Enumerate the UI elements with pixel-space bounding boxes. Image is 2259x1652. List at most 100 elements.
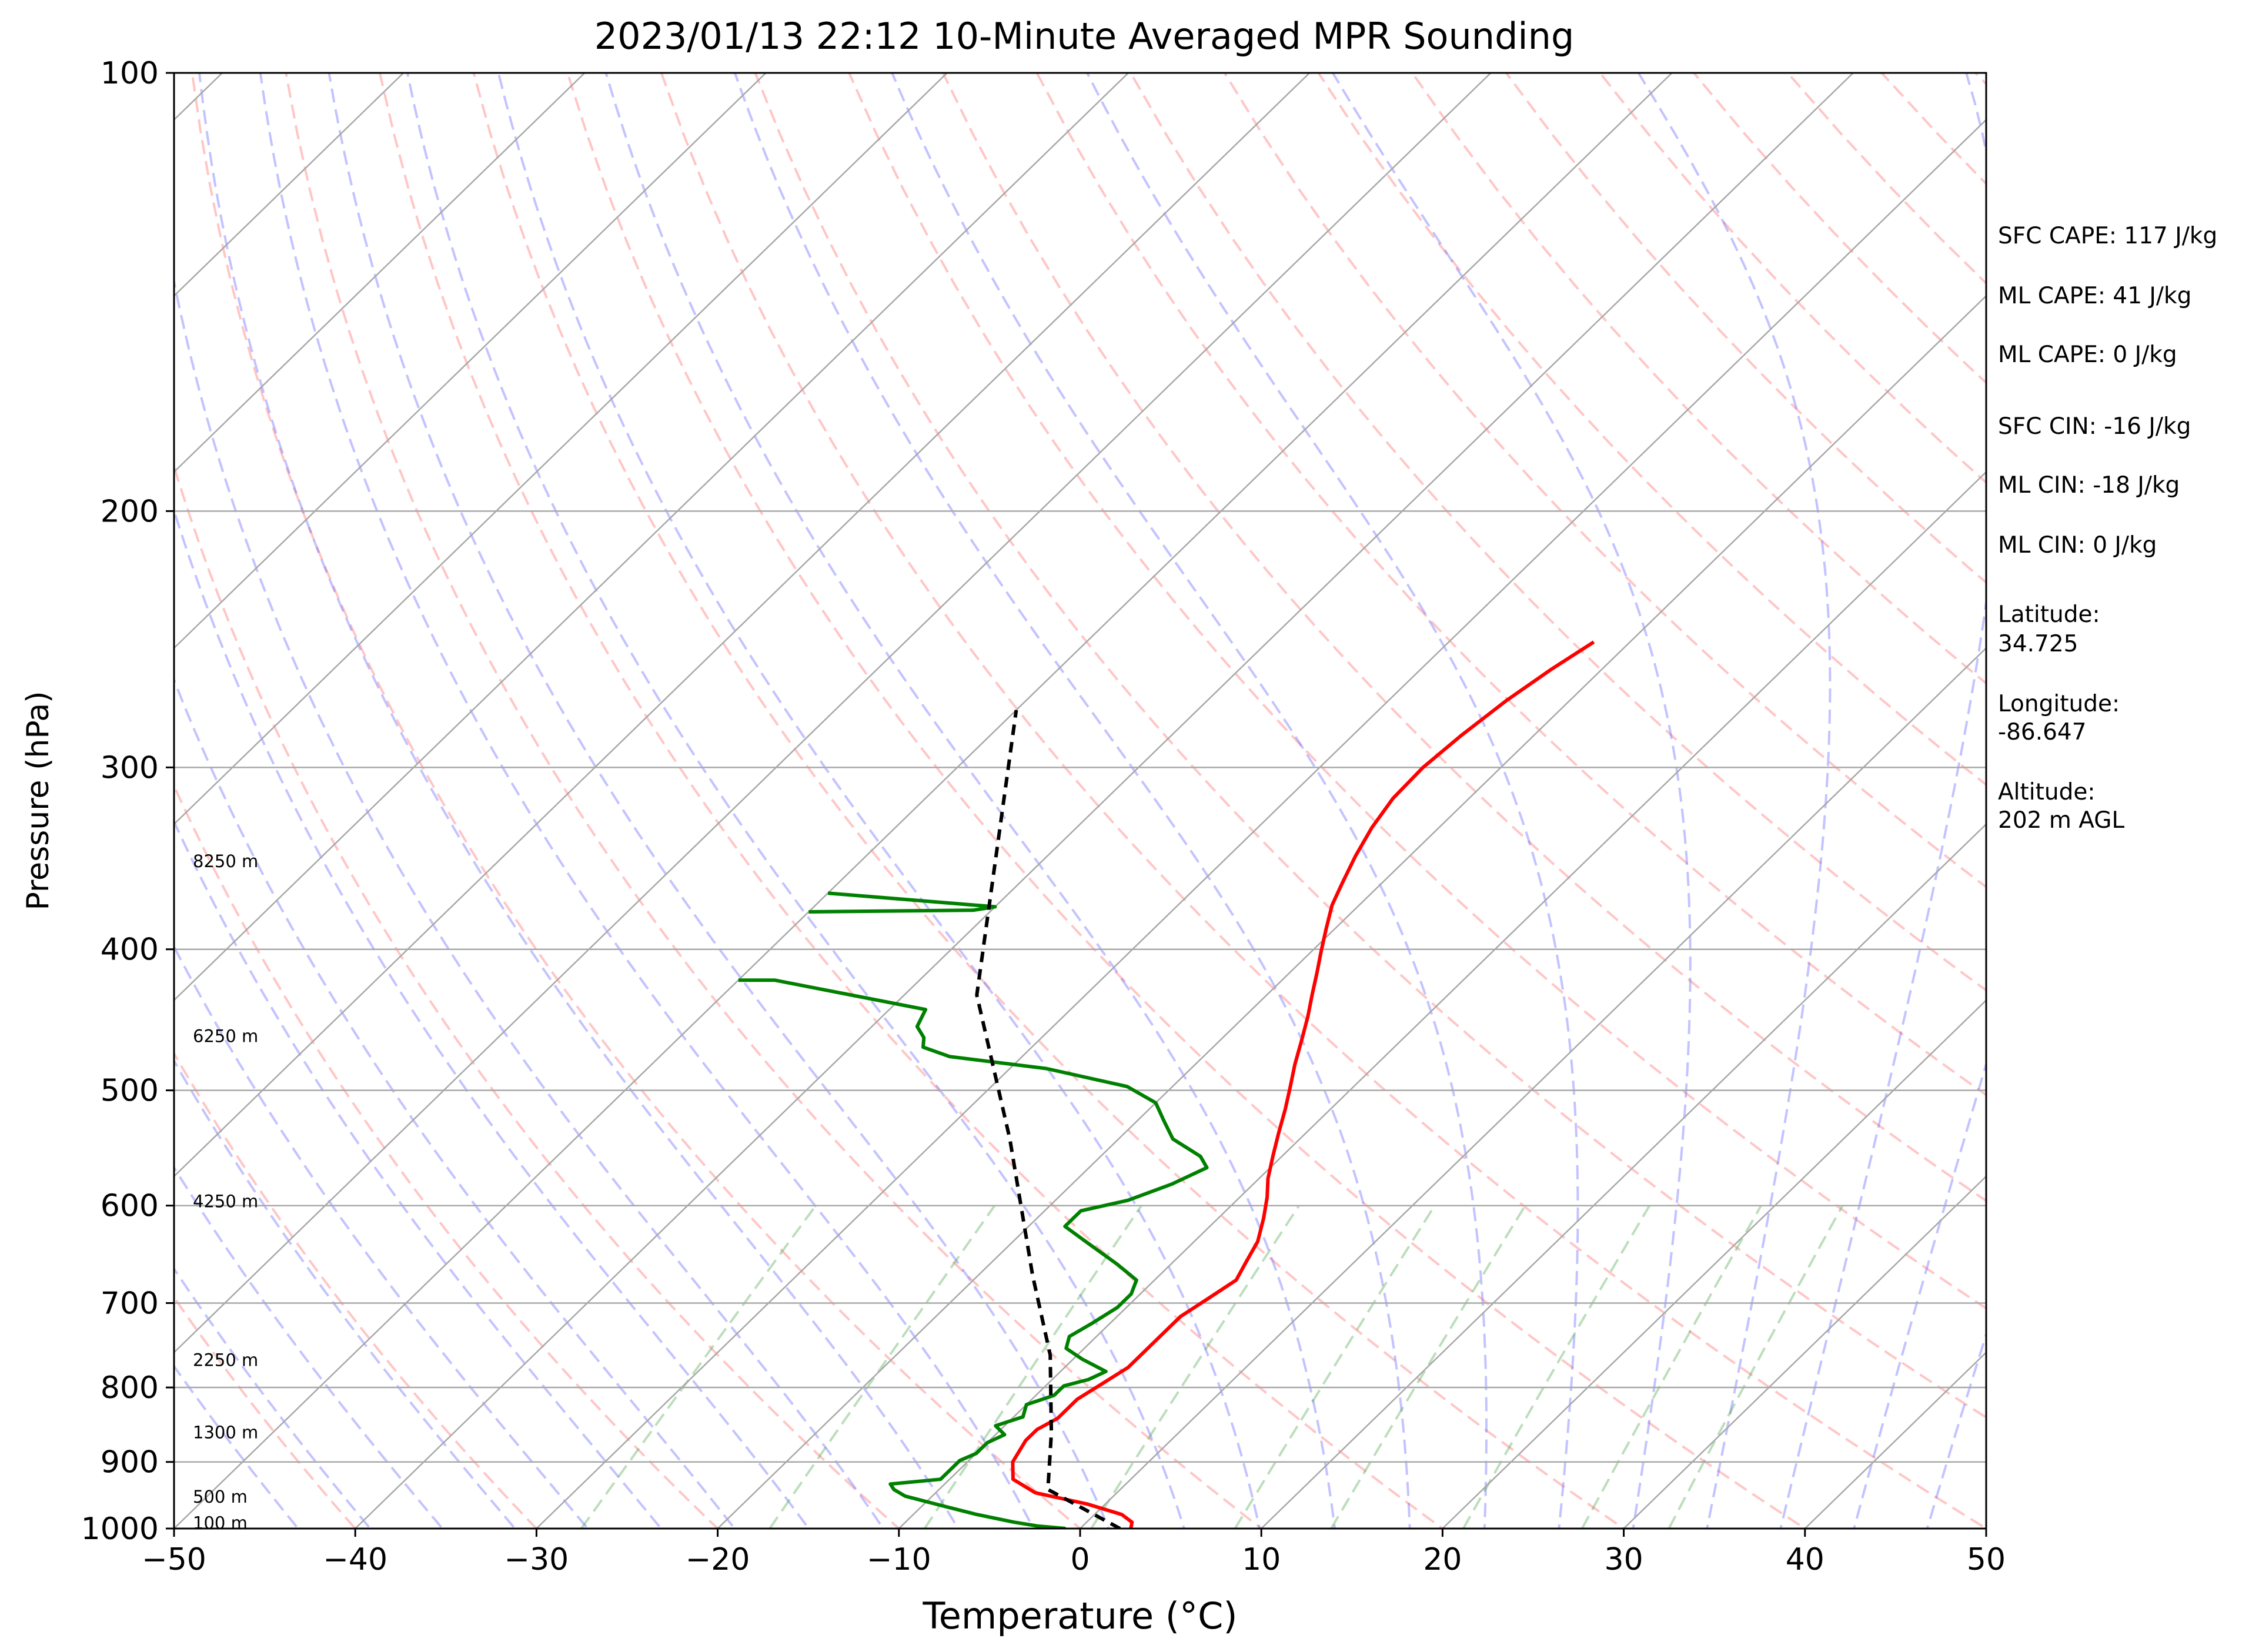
moist-adiabat-line (174, 1364, 300, 1529)
moist-adiabat-line (1853, 1059, 1986, 1529)
x-tick-label: 30 (1605, 1542, 1643, 1577)
temperature-line (1011, 640, 1595, 1529)
moist-adiabat-line (733, 73, 1411, 1529)
moist-adiabat-line (174, 1266, 372, 1529)
dry-adiabat-line (1035, 73, 1986, 1096)
isotherm-line (1079, 647, 1986, 1529)
x-tick-label: −50 (142, 1542, 206, 1577)
moist-adiabat-line (174, 275, 885, 1529)
dry-adiabat-line (1129, 73, 1986, 992)
dewpoint-line (738, 978, 1209, 1529)
mixing-ratio-line (1234, 1205, 1436, 1529)
dry-adiabat-line (378, 73, 1445, 1529)
height-label: 100 m (193, 1513, 248, 1533)
x-tick-label: 10 (1242, 1542, 1281, 1577)
isotherm-line (174, 73, 586, 473)
y-tick-label: 100 (101, 56, 159, 91)
y-tick-label: 400 (101, 932, 159, 968)
dry-adiabat-line (566, 73, 1807, 1529)
ml-cape-text: ML CAPE: 41 J/kg (1998, 283, 2191, 309)
axis-ticks: −50 −40 −30 −20 −10 0 10 20 30 40 50 100 200 300 400 50… (81, 56, 2006, 1577)
x-tick-label: 0 (1070, 1542, 1090, 1577)
x-tick-label: 20 (1423, 1542, 1462, 1577)
plot-area (174, 73, 1986, 1529)
dry-adiabats (174, 73, 1986, 1529)
y-tick-label: 600 (101, 1189, 159, 1224)
moist-adiabat-line (1926, 1330, 1986, 1529)
annotation-panel: SFC CAPE: 117 J/kg ML CAPE: 41 J/kg ML C… (1998, 223, 2217, 834)
isotherm-line (174, 73, 948, 825)
isotherm-line (174, 73, 405, 297)
y-tick-label: 800 (101, 1370, 159, 1406)
dry-adiabat-line (472, 73, 1626, 1529)
moist-adiabat-line (1779, 73, 1986, 1529)
moist-adiabat-line (198, 73, 960, 1529)
x-tick-label: −40 (323, 1542, 387, 1577)
moist-adiabat-line (1331, 73, 1692, 1529)
isotherm-line (1260, 823, 1986, 1529)
dry-adiabat-line (174, 782, 720, 1529)
mixing-ratio-line (1330, 1205, 1526, 1529)
ml-cin-text: ML CIN: -18 J/kg (1998, 472, 2180, 499)
dry-adiabat-line (1223, 73, 1986, 889)
moist-adiabats (174, 73, 1986, 1529)
moist-adiabat-line (259, 73, 1035, 1529)
moist-adiabat-line (174, 1058, 517, 1529)
y-tick-label: 500 (101, 1074, 159, 1109)
y-tick-label: 200 (101, 494, 159, 529)
height-labels: 8250 m 6250 m 4250 m 2250 m 1300 m 500 m 100 m (193, 851, 258, 1533)
dewpoint-line (808, 891, 997, 914)
height-label: 4250 m (193, 1192, 258, 1212)
height-label: 8250 m (193, 851, 258, 871)
y-tick-label: 700 (101, 1286, 159, 1321)
y-axis-label: Pressure (hPa) (21, 691, 56, 911)
isobars (174, 73, 1986, 1529)
dry-adiabat-line (191, 73, 1082, 1529)
moist-adiabat-line (1086, 73, 1579, 1529)
dry-adiabat-line (660, 73, 1986, 1529)
x-axis-label: Temperature (°C) (922, 1594, 1237, 1637)
moist-adiabat-line (174, 506, 810, 1529)
isotherm-line (354, 73, 1854, 1529)
sfc-cape-text: SFC CAPE: 117 J/kg (1998, 223, 2217, 249)
moist-adiabat-line (497, 73, 1261, 1529)
mixing-ratio-line (1090, 1205, 1300, 1529)
dry-adiabat-line (1411, 73, 1986, 685)
latitude-value: 34.725 (1998, 631, 2078, 657)
sfc-cin-text: SFC CIN: -16 J/kg (1998, 413, 2191, 440)
sounding-profiles (738, 640, 1595, 1529)
altitude-value: 202 m AGL (1998, 807, 2124, 834)
isotherm-line (1622, 1175, 1986, 1529)
y-tick-label: 300 (101, 750, 159, 785)
isotherm-line (897, 471, 1986, 1529)
moist-adiabat-line (174, 818, 663, 1529)
longitude-value: -86.647 (1998, 719, 2087, 745)
dry-adiabat-line (285, 73, 1264, 1529)
moist-adiabat-line (174, 944, 590, 1529)
chart-title: 2023/01/13 22:12 10-Minute Averaged MPR … (594, 15, 1575, 58)
y-tick-label: 1000 (81, 1511, 159, 1547)
isotherm-line (174, 73, 1130, 1002)
isotherm-line (174, 73, 1311, 1178)
dry-adiabat-line (174, 462, 901, 1529)
x-tick-label: −10 (867, 1542, 931, 1577)
dry-adiabat-line (754, 73, 1986, 1419)
isotherm-line (1441, 999, 1986, 1529)
moist-adiabat-line (174, 1165, 445, 1529)
ml-cin-zero-text: ML CIN: 0 J/kg (1998, 532, 2157, 559)
dry-adiabat-line (847, 73, 1986, 1310)
moist-adiabat-line (406, 73, 1185, 1529)
x-tick-label: 50 (1967, 1542, 2006, 1577)
longitude-label: Longitude: (1998, 691, 2120, 717)
x-tick-label: −30 (504, 1542, 569, 1577)
isotherm-line (716, 295, 1986, 1529)
moist-adiabat-line (1637, 73, 1832, 1529)
dry-adiabat-line (174, 1295, 357, 1529)
y-tick-label: 900 (101, 1445, 159, 1480)
isotherms (174, 73, 1986, 1529)
isotherm-line (174, 73, 1492, 1354)
moist-adiabat-line (891, 73, 1488, 1529)
latitude-label: Latitude: (1998, 601, 2100, 628)
height-label: 2250 m (193, 1350, 258, 1370)
